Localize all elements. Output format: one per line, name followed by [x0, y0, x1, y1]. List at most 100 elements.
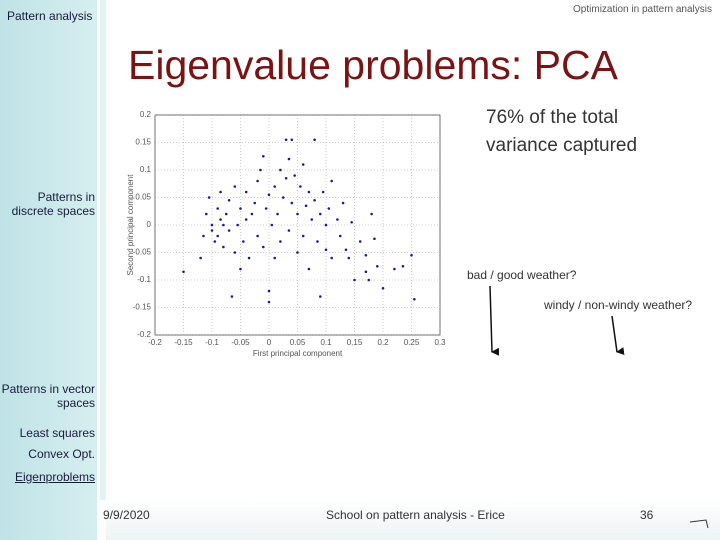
point: [227, 198, 231, 202]
point: [279, 168, 282, 172]
point: [347, 256, 351, 260]
point: [364, 270, 368, 274]
x-tick-label: -0.05: [231, 338, 250, 347]
sidebar-item[interactable]: Eigenproblems: [14, 470, 95, 484]
point: [373, 237, 376, 241]
point: [313, 198, 316, 202]
point: [216, 207, 219, 210]
point: [224, 212, 228, 216]
point: [336, 218, 339, 221]
y-tick-label: -0.05: [133, 248, 152, 257]
footer-event: School on pattern analysis - Erice: [326, 508, 505, 522]
y-tick-label: 0.15: [135, 138, 151, 147]
point: [279, 240, 282, 243]
point: [284, 176, 288, 180]
point: [256, 179, 259, 183]
point: [210, 223, 214, 227]
y-tick-label: -0.15: [133, 303, 152, 312]
point: [222, 245, 225, 249]
point: [281, 196, 285, 199]
point: [213, 240, 217, 243]
point: [239, 267, 242, 271]
point: [244, 218, 248, 221]
point: [401, 264, 405, 268]
arrow: [489, 285, 500, 356]
point: [250, 212, 254, 216]
point: [370, 212, 373, 216]
point: [367, 278, 371, 282]
point: [287, 157, 291, 161]
point: [319, 295, 322, 298]
point: [358, 240, 362, 243]
point: [344, 248, 348, 252]
point: [287, 229, 291, 232]
point: [253, 201, 257, 205]
corner-mark: [689, 519, 709, 529]
point: [324, 248, 328, 252]
point: [267, 289, 271, 293]
x-tick-label: 0.3: [434, 338, 446, 347]
y-tick-label: 0.2: [140, 110, 152, 119]
sidebar-strip: [100, 0, 106, 500]
point: [199, 256, 202, 260]
point: [207, 196, 211, 199]
annotation: 76% of the total variance captured: [486, 107, 638, 156]
point: [324, 223, 328, 227]
point: [244, 190, 248, 194]
x-tick-label: -0.1: [205, 338, 219, 347]
point: [304, 204, 308, 208]
annotation: bad / good weather?: [467, 268, 577, 282]
footer-date: 9/9/2020: [103, 508, 150, 522]
point: [296, 251, 299, 254]
point: [296, 212, 299, 216]
footer-bg: [106, 498, 720, 540]
point: [301, 234, 305, 238]
point: [393, 267, 396, 271]
header-right: Optimization in pattern analysis: [573, 4, 712, 15]
point: [247, 256, 251, 260]
sidebar-bg: [0, 0, 97, 540]
y-tick-label: 0: [147, 220, 152, 229]
point: [330, 256, 334, 260]
arrow: [611, 315, 625, 355]
point: [316, 240, 319, 243]
point: [267, 300, 271, 304]
y-tick-label: 0.05: [135, 193, 151, 202]
point: [353, 278, 356, 282]
point: [310, 218, 314, 221]
x-tick-label: 0: [267, 338, 272, 347]
point: [256, 234, 259, 238]
point: [413, 297, 416, 301]
point: [273, 185, 277, 188]
point: [307, 190, 311, 194]
point: [262, 245, 265, 249]
x-axis-label: First principal component: [253, 349, 343, 358]
point: [313, 138, 316, 142]
footer-page: 36: [640, 508, 654, 522]
point: [290, 138, 294, 142]
x-tick-label: 0.1: [320, 338, 332, 347]
point: [307, 267, 311, 271]
point: [202, 234, 205, 238]
point: [327, 207, 331, 210]
x-tick-label: -0.15: [174, 338, 193, 347]
point: [262, 154, 265, 158]
y-tick-label: -0.1: [137, 275, 151, 284]
point: [259, 168, 262, 172]
point: [410, 253, 413, 257]
point: [290, 201, 294, 205]
y-tick-label: -0.2: [137, 330, 151, 339]
point: [264, 207, 268, 210]
x-tick-label: 0.15: [347, 338, 363, 347]
point: [239, 207, 242, 210]
point: [273, 256, 277, 260]
slide-title: Eigenvalue problems: PCA: [128, 42, 618, 88]
point: [236, 223, 239, 227]
x-tick-label: -0.2: [148, 338, 162, 347]
point: [319, 212, 322, 216]
point: [364, 253, 368, 257]
point: [293, 174, 296, 177]
point: [182, 270, 185, 274]
